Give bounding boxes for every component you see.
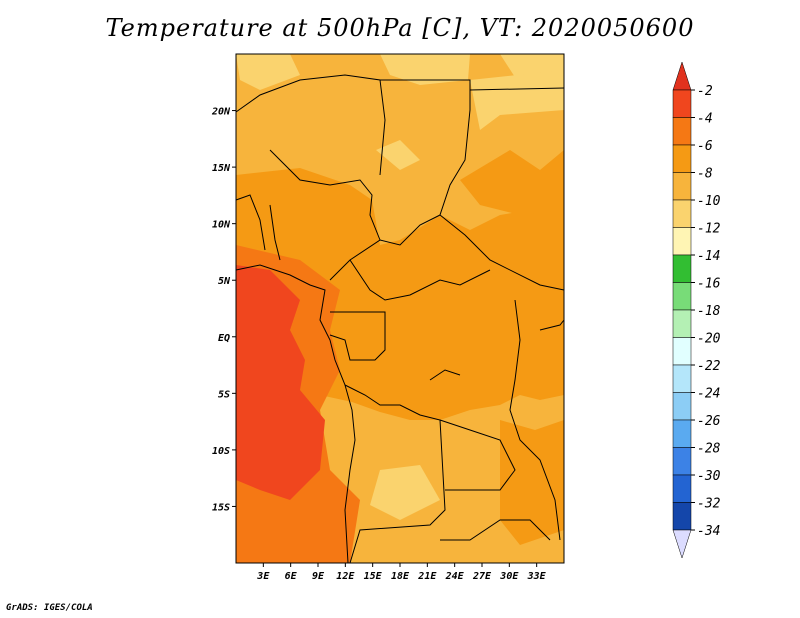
grads-credit: GrADS: IGES/COLA — [6, 603, 93, 613]
temp-region-minus10-s — [370, 465, 440, 520]
temp-region-minus2 — [236, 265, 325, 500]
colorbar-bottom-arrow — [672, 529, 692, 559]
colorbar-segment — [672, 172, 692, 201]
colorbar-label: -28 — [697, 442, 721, 457]
lon-tick-label: 27E — [472, 571, 492, 582]
lon-tick-label: 30E — [499, 571, 519, 582]
lat-tick-label: 15N — [212, 163, 231, 174]
border-gabon — [329, 311, 386, 361]
border-east-lakes — [509, 299, 561, 541]
lat-tick-label: 5S — [218, 389, 230, 400]
colorbar-label: -8 — [697, 167, 713, 182]
colorbar-segment — [672, 502, 692, 531]
colorbar-label: -4 — [697, 112, 713, 127]
lat-tick-label: 10S — [212, 446, 230, 457]
coastline — [235, 264, 356, 564]
border-sudan-egypt — [469, 87, 565, 91]
temp-region-minus10-ne2 — [470, 70, 564, 130]
colorbar-segment — [672, 447, 692, 476]
colorbar-segment — [672, 364, 692, 393]
lon-tick-label: 12E — [336, 571, 355, 582]
temp-region-minus10-c — [376, 140, 420, 170]
colorbar: -2 -4 -6 -8 -10 -12 -14 -16 -18 -20 -22 -24 -26 -28 -3… — [672, 61, 721, 559]
colorbar-label: -22 — [697, 359, 721, 374]
colorbar-label: -20 — [697, 332, 721, 347]
lon-tick-label: 24E — [445, 571, 465, 582]
temp-region-minus10-n — [380, 54, 470, 85]
colorbar-label: -18 — [697, 304, 721, 319]
border-south — [440, 519, 551, 541]
colorbar-segment — [672, 89, 692, 118]
colorbar-segment — [672, 474, 692, 503]
colorbar-label: -16 — [697, 277, 721, 292]
colorbar-label: -12 — [697, 222, 721, 237]
longitude-axis: 3E 6E 9E 12E 15E 18E 21E 24E 27E 30E 33E — [256, 563, 547, 582]
colorbar-segment — [672, 392, 692, 421]
colorbar-segment — [672, 337, 692, 366]
border-car-south — [349, 259, 491, 301]
border-benin — [235, 194, 266, 251]
colorbar-label: -14 — [697, 249, 720, 264]
colorbar-label: -34 — [697, 524, 720, 539]
colorbar-label: -26 — [697, 414, 721, 429]
latitude-axis: 20N 15N 10N 5N EQ 5S 10S 15S — [211, 107, 236, 513]
chart-title: Temperature at 500hPa [C], VT: 202005060… — [105, 14, 695, 42]
colorbar-label: -32 — [697, 497, 721, 512]
lat-tick-label: 15S — [212, 502, 230, 513]
lat-tick-label: 10N — [212, 220, 231, 231]
temp-region-minus10-nw — [236, 54, 300, 90]
colorbar-segment — [672, 144, 692, 173]
colorbar-label: -6 — [697, 139, 713, 154]
country-borders — [235, 74, 565, 564]
border-nigeria — [269, 149, 381, 281]
temp-region-minus6-east — [460, 150, 564, 215]
border-kenya — [539, 319, 565, 331]
lon-tick-label: 9E — [312, 571, 325, 582]
lon-tick-label: 21E — [417, 571, 437, 582]
border-car-north — [379, 214, 441, 246]
colorbar-segment — [672, 419, 692, 448]
colorbar-top-arrow — [672, 61, 692, 91]
lon-tick-label: 18E — [391, 571, 410, 582]
map-panel — [235, 53, 565, 564]
colorbar-label: -24 — [697, 387, 720, 402]
colorbar-segment — [672, 309, 692, 338]
colorbar-label: -10 — [697, 194, 721, 209]
border-east-north — [380, 79, 565, 291]
lon-tick-label: 33E — [527, 571, 547, 582]
border-angola — [344, 384, 446, 564]
border-zambia — [439, 419, 516, 491]
colorbar-segment — [672, 117, 692, 146]
lat-tick-label: 20N — [211, 107, 231, 118]
colorbar-label: -2 — [697, 84, 713, 99]
border-togo — [269, 204, 281, 261]
temp-region-minus8 — [270, 100, 370, 165]
colorbar-segment — [672, 254, 692, 283]
colorbar-label: -30 — [697, 469, 721, 484]
colorbar-segment — [672, 282, 692, 311]
lon-tick-label: 15E — [364, 571, 383, 582]
lat-tick-label: 5N — [218, 276, 231, 287]
colorbar-segment — [672, 227, 692, 256]
border-north — [235, 74, 386, 176]
temp-region-minus6-south — [500, 420, 564, 545]
colorbar-segment — [672, 199, 692, 228]
lon-tick-label: 3E — [256, 571, 270, 582]
lon-tick-label: 6E — [285, 571, 298, 582]
river-congo — [429, 369, 461, 381]
lat-tick-label: EQ — [218, 333, 230, 344]
